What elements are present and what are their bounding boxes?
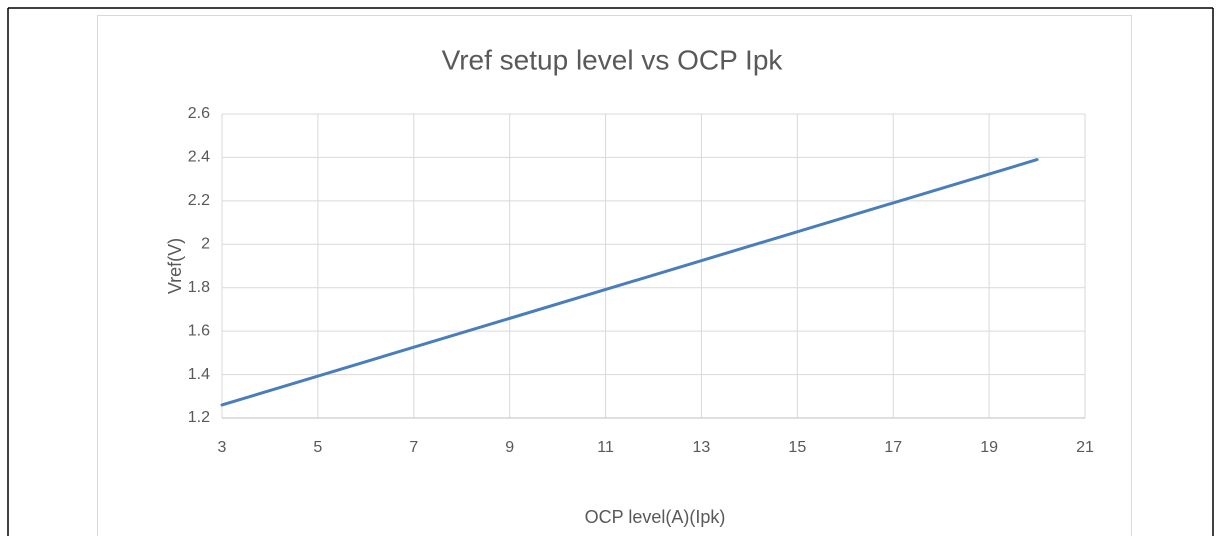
y-tick-label: 2 — [201, 236, 210, 253]
y-tick-label: 2.2 — [188, 192, 210, 209]
x-tick-label: 15 — [788, 439, 806, 456]
y-tick-label: 1.8 — [188, 279, 210, 296]
y-tick-label: 1.2 — [188, 409, 210, 426]
x-tick-label: 7 — [409, 439, 418, 456]
x-tick-label: 5 — [313, 439, 322, 456]
x-axis-label: OCP level(A)(Ipk) — [585, 507, 726, 527]
x-tick-label: 3 — [218, 439, 227, 456]
chart-area — [97, 15, 1132, 536]
x-tick-label: 13 — [693, 439, 711, 456]
y-axis-label: Vref(V) — [165, 238, 185, 294]
line-series — [220, 158, 1039, 407]
y-tick-label: 1.6 — [188, 322, 210, 339]
x-tick-label: 21 — [1076, 439, 1094, 456]
x-tick-label: 11 — [597, 439, 614, 456]
chart-title: Vref setup level vs OCP Ipk — [442, 44, 784, 75]
y-tick-label: 2.6 — [188, 105, 210, 122]
x-tick-label: 17 — [884, 439, 902, 456]
x-tick-label: 19 — [980, 439, 998, 456]
y-tick-label: 1.4 — [188, 366, 210, 383]
x-tick-label: 9 — [505, 439, 514, 456]
y-tick-label: 2.4 — [188, 149, 210, 166]
